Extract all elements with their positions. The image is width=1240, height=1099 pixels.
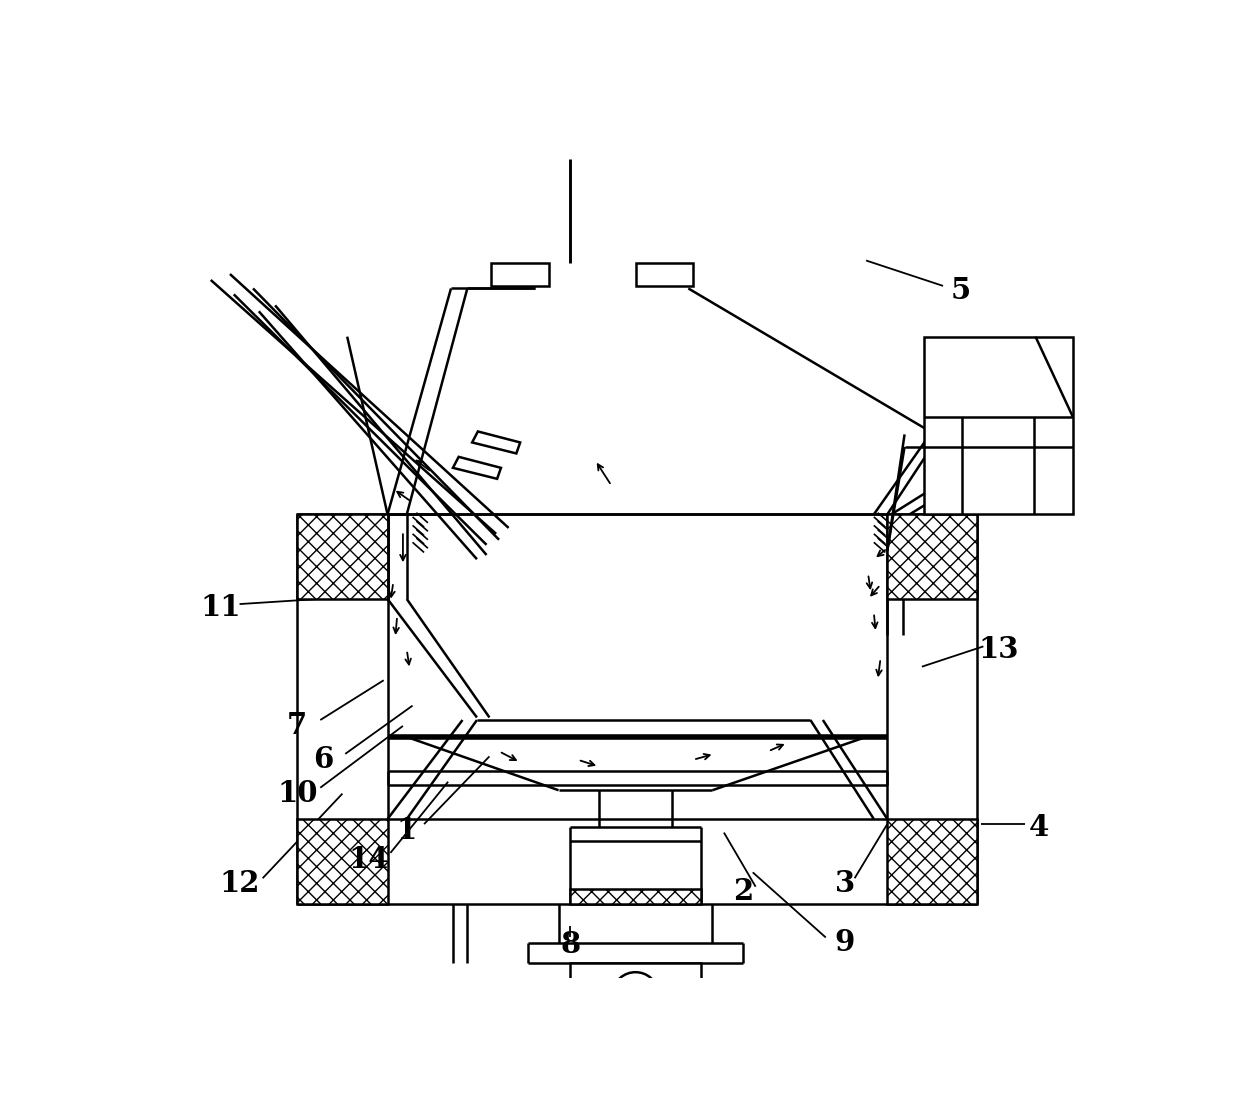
Polygon shape [472, 432, 521, 454]
Polygon shape [888, 819, 977, 903]
Text: 4: 4 [1029, 813, 1049, 842]
Polygon shape [570, 889, 701, 903]
Polygon shape [635, 263, 693, 286]
Polygon shape [491, 263, 549, 286]
Text: 13: 13 [978, 635, 1019, 664]
Polygon shape [298, 819, 388, 903]
Text: 6: 6 [312, 745, 334, 775]
Polygon shape [888, 514, 977, 599]
Text: 9: 9 [835, 928, 856, 957]
Text: 7: 7 [288, 711, 308, 741]
Text: 5: 5 [950, 277, 971, 306]
Polygon shape [298, 514, 388, 599]
Text: 3: 3 [835, 869, 856, 898]
Text: 1: 1 [397, 815, 417, 844]
Circle shape [614, 973, 657, 1009]
Polygon shape [924, 336, 1073, 514]
Text: 10: 10 [277, 779, 317, 808]
Text: 2: 2 [733, 877, 753, 907]
Polygon shape [570, 963, 701, 983]
Text: 8: 8 [560, 930, 580, 958]
Polygon shape [453, 457, 501, 479]
Text: 14: 14 [348, 845, 388, 874]
Text: 11: 11 [200, 593, 241, 622]
Text: 12: 12 [219, 869, 260, 898]
